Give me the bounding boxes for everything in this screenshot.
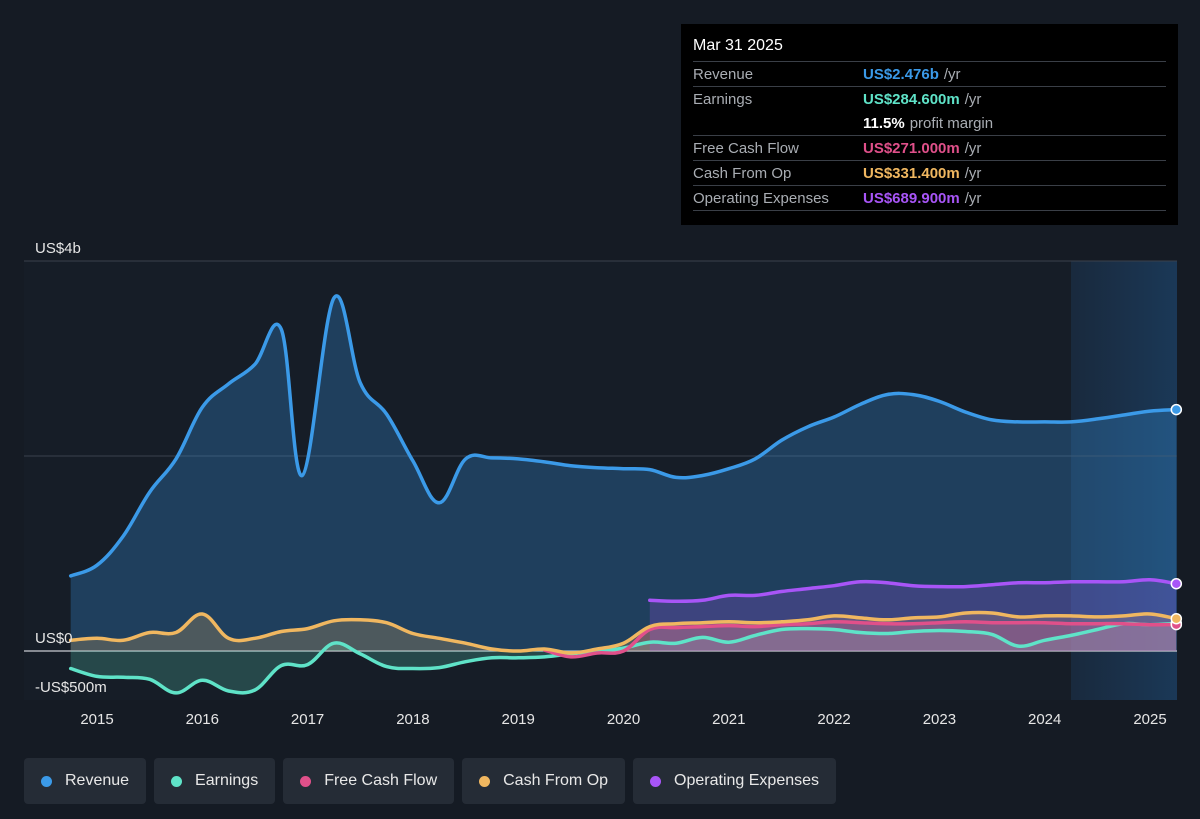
free-cash-flow-area <box>544 621 1177 657</box>
cash-from-op-line <box>68 610 1179 655</box>
x-tick-label: 2023 <box>923 711 956 728</box>
legend-dot-icon <box>650 775 662 787</box>
x-tick-label: 2021 <box>712 711 745 728</box>
forecast-shade <box>1071 261 1177 700</box>
y-tick-label: -US$500m <box>35 679 107 696</box>
tooltip-row: Earnings US$284.600m/yr <box>693 86 1166 111</box>
legend-dot-icon <box>300 775 312 787</box>
tooltip-date: Mar 31 2025 <box>693 37 783 54</box>
x-tick-label: 2024 <box>1028 711 1061 728</box>
legend-dot-icon <box>479 775 491 787</box>
tooltip-row-value: US$689.900m <box>863 189 960 207</box>
tooltip-row: 11.5% profit margin <box>693 111 1166 135</box>
operating-expenses-end-marker <box>1170 577 1183 590</box>
legend-label: Free Cash Flow <box>324 772 438 789</box>
tooltip-row-value: US$271.000m <box>863 139 960 157</box>
legend-label: Earnings <box>195 772 259 789</box>
x-tick-label: 2018 <box>396 711 429 728</box>
legend-item-earnings[interactable]: Earnings <box>154 758 276 804</box>
legend-item-operating-expenses[interactable]: Operating Expenses <box>633 758 837 804</box>
legend-label: Operating Expenses <box>674 772 820 789</box>
y-tick-label: US$4b <box>35 240 81 257</box>
x-tick-label: 2016 <box>186 711 219 728</box>
revenue-area <box>70 295 1177 651</box>
x-tick-label: 2017 <box>291 711 324 728</box>
tooltip-row: Operating Expenses US$689.900m/yr <box>693 185 1166 211</box>
tooltip-row-unit: /yr <box>964 189 982 207</box>
free-cash-flow-line <box>542 620 1179 659</box>
tooltip-row-value: 11.5% <box>863 114 905 132</box>
x-tick-label: 2019 <box>502 711 535 728</box>
earnings-area <box>70 623 1177 693</box>
tooltip-row-unit: profit margin <box>909 114 994 132</box>
earnings-line <box>68 621 1179 695</box>
revenue-end-marker <box>1170 403 1183 416</box>
legend-dot-icon <box>41 775 52 787</box>
tooltip-row-label: Earnings <box>693 90 753 108</box>
legend-item-cash-from-op[interactable]: Cash From Op <box>462 758 626 804</box>
tooltip-row-label: Revenue <box>693 65 754 83</box>
tooltip-row: Revenue US$2.476b/yr <box>693 61 1166 86</box>
x-tick-label: 2020 <box>607 711 640 728</box>
legend-item-revenue[interactable]: Revenue <box>24 758 147 804</box>
x-tick-label: 2022 <box>817 711 850 728</box>
tooltip-row-label: Cash From Op <box>693 164 792 182</box>
legend-label: Cash From Op <box>503 772 609 789</box>
tooltip-row-label: Free Cash Flow <box>693 139 799 157</box>
cash-from-op-end-marker <box>1170 612 1183 625</box>
tooltip-row-unit: /yr <box>964 90 982 108</box>
tooltip-panel: Mar 31 2025 Revenue US$2.476b/yr Earnings U… <box>681 24 1178 225</box>
operating-expenses-area <box>649 579 1177 651</box>
revenue-line <box>68 294 1179 578</box>
tooltip-row-unit: /yr <box>964 164 982 182</box>
tooltip-row-value: US$331.400m <box>863 164 960 182</box>
legend: Revenue Earnings Free Cash Flow Cash From O… <box>24 758 837 804</box>
x-tick-label: 2025 <box>1133 711 1166 728</box>
x-tick-label: 2015 <box>80 711 113 728</box>
legend-item-free-cash-flow[interactable]: Free Cash Flow <box>283 758 455 804</box>
tooltip-row: Cash From Op US$331.400m/yr <box>693 160 1166 185</box>
tooltip-row: Free Cash Flow US$271.000m/yr <box>693 135 1166 160</box>
y-tick-label: US$0 <box>35 630 73 647</box>
tooltip-row-unit: /yr <box>943 65 961 83</box>
operating-expenses-line <box>648 578 1179 604</box>
legend-label: Revenue <box>65 772 130 789</box>
tooltip-row-label: Operating Expenses <box>693 189 829 207</box>
tooltip-row-unit: /yr <box>964 139 982 157</box>
tooltip-row-value: US$284.600m <box>863 90 960 108</box>
tooltip-row-value: US$2.476b <box>863 65 939 83</box>
legend-dot-icon <box>171 775 183 787</box>
